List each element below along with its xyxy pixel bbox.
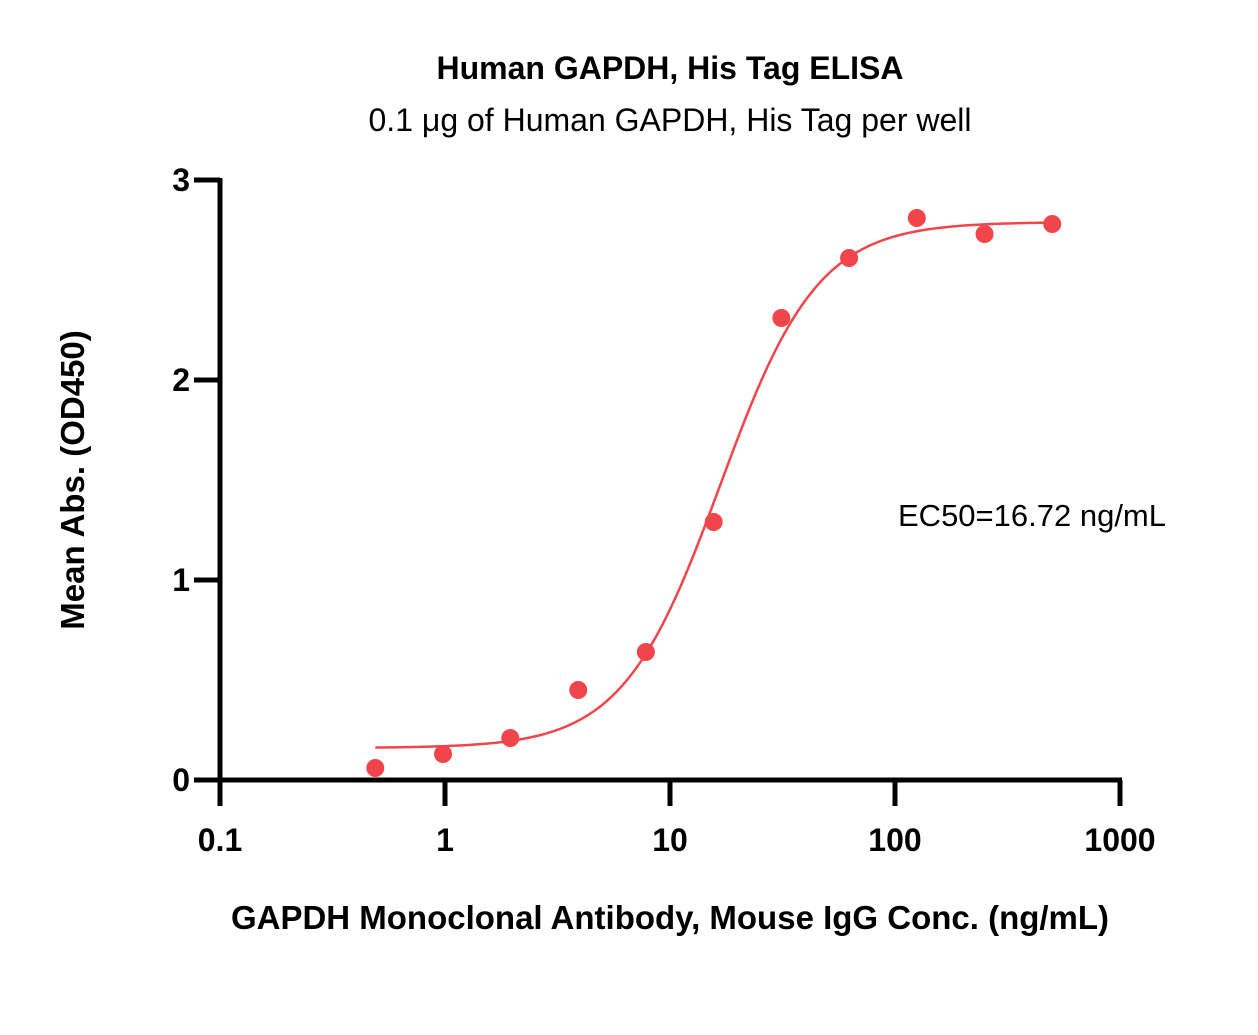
x-tick-label: 1 [436,822,454,858]
y-axis-label: Mean Abs. (OD450) [54,330,91,630]
y-axis-ticks: 0 1 2 3 [172,162,220,798]
x-tick-label: 0.1 [198,822,242,858]
x-tick-label: 10 [652,822,688,858]
data-point [772,309,790,327]
y-tick-label: 1 [172,562,190,598]
data-point [637,643,655,661]
chart-title: Human GAPDH, His Tag ELISA [436,50,903,86]
data-point [434,745,452,763]
data-points [366,209,1061,777]
x-axis-ticks: 0.1 1 10 100 1000 [198,780,1156,858]
x-tick-label: 1000 [1084,822,1155,858]
data-point [366,759,384,777]
x-tick-label: 100 [868,822,921,858]
x-axis-label: GAPDH Monoclonal Antibody, Mouse IgG Con… [231,899,1109,936]
ec50-annotation: EC50=16.72 ng/mL [898,498,1166,533]
elisa-chart: Human GAPDH, His Tag ELISA 0.1 μg of Hum… [0,0,1258,1035]
data-point [569,681,587,699]
data-point [501,729,519,747]
data-point [908,209,926,227]
y-tick-label: 2 [172,362,190,398]
data-point [840,249,858,267]
fit-curve [375,223,1052,748]
data-point [976,225,994,243]
data-point [1043,215,1061,233]
y-tick-label: 0 [172,762,190,798]
chart-subtitle: 0.1 μg of Human GAPDH, His Tag per well [369,102,972,138]
y-tick-label: 3 [172,162,190,198]
data-point [705,513,723,531]
